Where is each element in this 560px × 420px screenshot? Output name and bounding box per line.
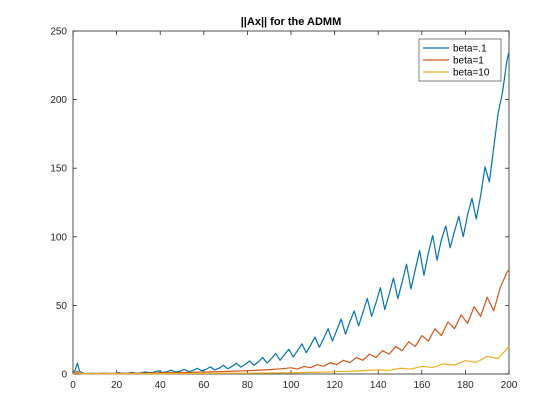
x-tick-label: 160 — [413, 380, 430, 391]
series-line-3 — [72, 346, 510, 375]
y-tick-label: 250 — [50, 27, 67, 38]
y-tick-label: 50 — [56, 301, 68, 312]
x-tick-label: 20 — [111, 380, 123, 391]
y-tick-label: 200 — [50, 95, 67, 106]
x-tick-label: 200 — [501, 380, 518, 391]
plot-area: 0 20 40 60 80 100 120 140 160 180 200 0 50 100 150 200 2… — [50, 27, 517, 392]
legend-label-2: beta=1 — [453, 56, 484, 67]
x-tick-label: 0 — [70, 380, 76, 391]
x-tick-label: 40 — [155, 380, 167, 391]
chart-title: ||Ax|| for the ADMM — [241, 16, 342, 28]
series-line-2 — [72, 269, 510, 375]
y-tick-label: 0 — [61, 370, 67, 381]
legend-label-3: beta=10 — [453, 68, 490, 79]
x-tick-label: 100 — [283, 380, 300, 391]
y-tick-label: 100 — [50, 232, 67, 243]
x-tick-label: 180 — [457, 380, 474, 391]
axes-box — [72, 30, 510, 375]
x-tick-label: 80 — [242, 380, 254, 391]
x-tick-label: 140 — [370, 380, 387, 391]
x-tick-label: 120 — [326, 380, 343, 391]
x-tick-label: 60 — [198, 380, 210, 391]
y-tick-label: 150 — [50, 164, 67, 175]
legend-label-1: beta=.1 — [453, 44, 487, 55]
